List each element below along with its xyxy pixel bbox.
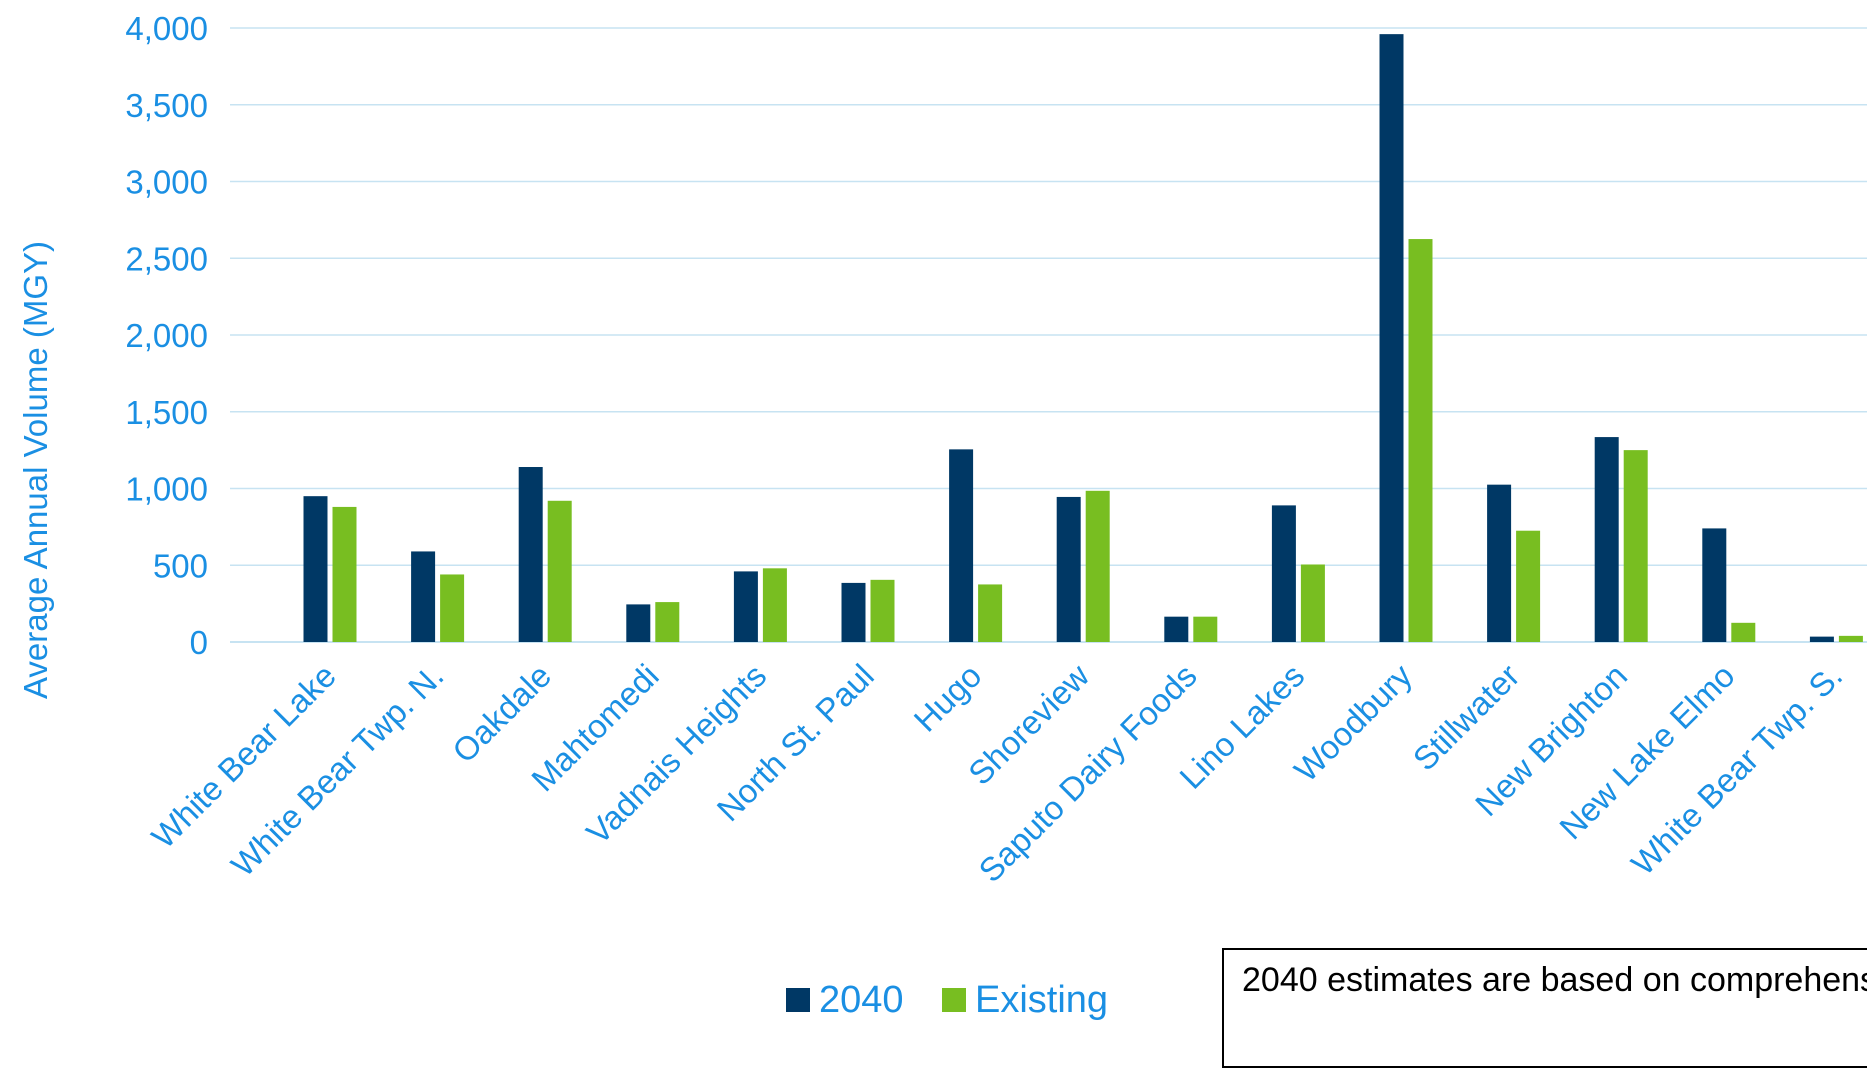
y-tick-label: 0 bbox=[190, 624, 208, 661]
chart: 0 500 1,000 1,500 2,000 2,500 3,000 3,500 4,000 … bbox=[17, 10, 1867, 1068]
bar-existing bbox=[1193, 616, 1218, 642]
bar-existing bbox=[655, 602, 680, 642]
bar-2040 bbox=[1487, 484, 1512, 642]
y-tick-label: 1,500 bbox=[125, 394, 208, 431]
x-tick-label: Vadnais Heights bbox=[579, 657, 773, 851]
y-tick-label: 500 bbox=[153, 547, 208, 584]
gridlines bbox=[230, 27, 1867, 643]
bar-2040 bbox=[1164, 616, 1189, 642]
x-tick-label: Saputo Dairy Foods bbox=[971, 657, 1203, 889]
y-tick-label: 4,000 bbox=[125, 10, 208, 47]
bar-2040 bbox=[1056, 496, 1081, 642]
bar-existing bbox=[762, 568, 787, 642]
bar-2040 bbox=[949, 449, 974, 642]
x-tick-label: White Bear Lake bbox=[144, 657, 343, 856]
x-tick-label: Oakdale bbox=[445, 657, 558, 770]
bar-existing bbox=[1300, 564, 1325, 642]
bar-2040 bbox=[1379, 34, 1404, 642]
bar-existing bbox=[1516, 530, 1541, 642]
legend-swatch-2040 bbox=[786, 988, 810, 1012]
y-tick-label: 3,500 bbox=[125, 87, 208, 124]
bar-existing bbox=[1838, 635, 1863, 642]
x-tick-label: Woodbury bbox=[1287, 656, 1419, 788]
bar-2040 bbox=[411, 551, 436, 642]
note-text: 2040 estimates are based on comprehens bbox=[1242, 961, 1867, 999]
y-tick-label: 2,000 bbox=[125, 317, 208, 354]
bar-existing bbox=[1731, 622, 1756, 642]
x-tick-label: White Bear Twp. S. bbox=[1624, 657, 1849, 882]
bar-existing bbox=[440, 574, 465, 642]
chart-svg: 05001,0001,5002,0002,5003,0003,5004,000 … bbox=[17, 10, 1867, 1021]
bar-2040 bbox=[1594, 437, 1619, 642]
legend-swatch-existing bbox=[942, 988, 966, 1012]
y-tick-label: 1,000 bbox=[125, 471, 208, 508]
bar-existing bbox=[978, 584, 1003, 642]
y-tick-label: 3,000 bbox=[125, 164, 208, 201]
x-tick-label: White Bear Twp. N. bbox=[224, 657, 451, 884]
x-tick-label: Hugo bbox=[907, 657, 989, 739]
bar-2040 bbox=[733, 571, 758, 642]
note-box: 2040 estimates are based on comprehens bbox=[1222, 948, 1867, 1068]
bar-2040 bbox=[1271, 505, 1296, 642]
legend-label-existing: Existing bbox=[975, 979, 1108, 1020]
y-tick-label: 2,500 bbox=[125, 240, 208, 277]
bar-existing bbox=[332, 506, 357, 642]
bar-2040 bbox=[1809, 636, 1834, 642]
bar-2040 bbox=[626, 604, 651, 642]
bar-2040 bbox=[1702, 528, 1727, 642]
bar-existing bbox=[870, 579, 895, 642]
legend: 2040 Existing bbox=[786, 979, 1108, 1021]
bar-2040 bbox=[841, 582, 866, 642]
bar-existing bbox=[547, 500, 572, 642]
bar-existing bbox=[1408, 239, 1433, 642]
bar-2040 bbox=[303, 496, 328, 642]
bar-2040 bbox=[518, 467, 543, 642]
bar-existing bbox=[1623, 450, 1648, 642]
legend-label-2040: 2040 bbox=[819, 979, 904, 1020]
y-axis-label: Average Annual Volume (MGY) bbox=[17, 241, 54, 699]
bars bbox=[303, 34, 1863, 642]
bar-existing bbox=[1085, 490, 1110, 642]
y-axis-tick-labels: 0 500 1,000 1,500 2,000 2,500 3,000 3,500 4,000 bbox=[125, 10, 208, 661]
